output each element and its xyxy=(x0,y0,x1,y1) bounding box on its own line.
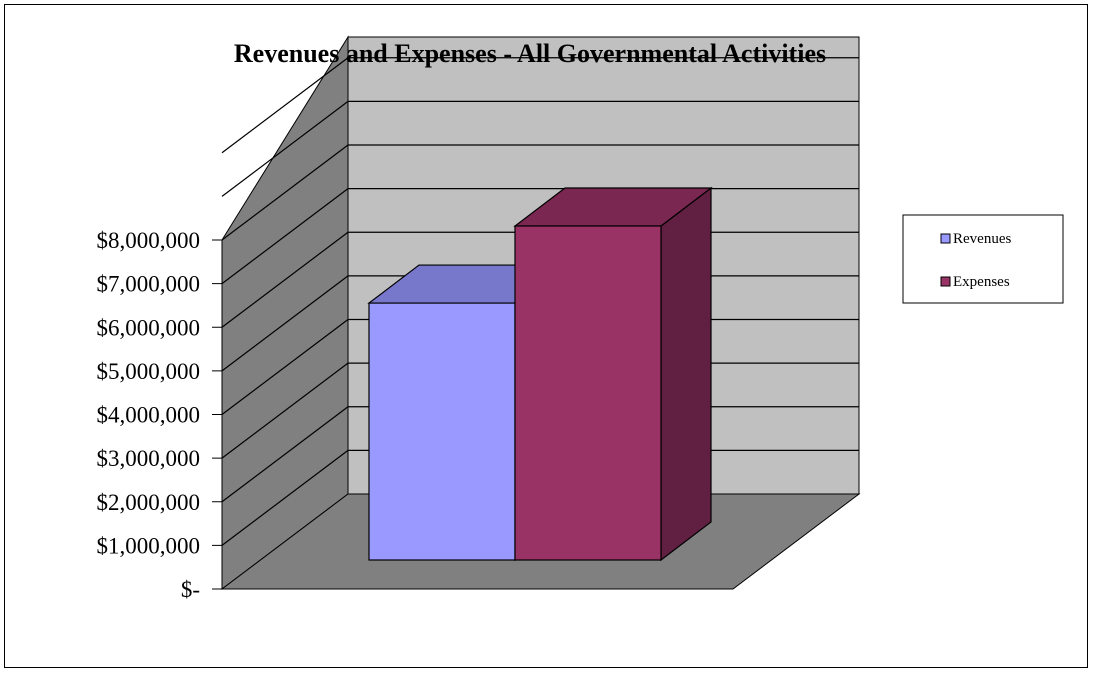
legend-label: Revenues xyxy=(953,231,1011,247)
gridline-side xyxy=(221,231,349,328)
gridline-side xyxy=(221,362,349,459)
y-tick-label: $6,000,000 xyxy=(97,315,201,340)
y-axis-ticks: $- $1,000,000 $2,000,000 $3,000,000 $4,000,0… xyxy=(97,228,222,602)
bar-expenses xyxy=(513,186,713,562)
gridline-side xyxy=(221,100,349,197)
gridline-side xyxy=(221,57,349,154)
y-tick-label: $3,000,000 xyxy=(97,446,201,471)
gridline-side xyxy=(221,275,349,372)
bars xyxy=(367,186,713,562)
legend-label: Expenses xyxy=(953,274,1010,290)
y-tick-label: $8,000,000 xyxy=(97,228,201,253)
gridline-side xyxy=(221,144,349,241)
bar-front-face xyxy=(368,302,516,561)
y-tick-label: $1,000,000 xyxy=(97,533,201,558)
gridline-side xyxy=(221,406,349,503)
legend-box xyxy=(902,214,1064,304)
bar-side-face xyxy=(660,186,712,562)
y-tick-label: $2,000,000 xyxy=(97,490,201,515)
gridline-side xyxy=(221,188,349,285)
y-tick-label: $5,000,000 xyxy=(97,359,201,384)
legend-swatch xyxy=(940,276,951,287)
bar-front-face xyxy=(514,225,662,561)
chart-title: Revenues and Expenses - All Governmental… xyxy=(234,39,826,68)
legend-swatch xyxy=(940,233,951,244)
y-tick-label: $- xyxy=(181,577,200,602)
y-tick-label: $4,000,000 xyxy=(97,403,201,428)
gridline-side xyxy=(221,449,349,546)
gridline-side xyxy=(221,319,349,415)
y-tick-label: $7,000,000 xyxy=(97,272,201,297)
legend: Revenues Expenses xyxy=(902,214,1064,304)
